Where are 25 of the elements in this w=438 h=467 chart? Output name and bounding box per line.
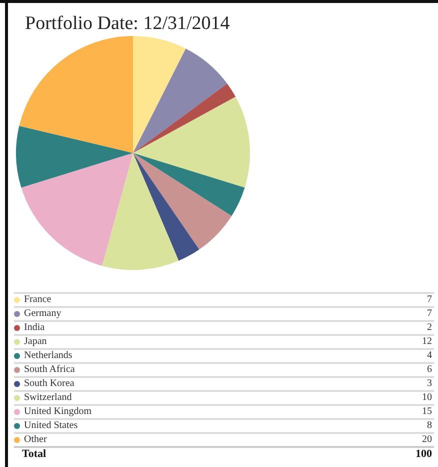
legend-label: India: [24, 322, 46, 334]
data-label: 12: [422, 336, 433, 348]
data-label: 3: [427, 378, 433, 390]
data-label: 2: [427, 322, 433, 334]
data-label: 6: [427, 364, 433, 376]
data-label: 4: [427, 350, 433, 362]
data-label: 20: [422, 434, 433, 446]
legend-label: Japan: [24, 336, 48, 348]
text: 100: [416, 448, 433, 461]
data-label: 8: [427, 420, 433, 432]
data-label: 10: [422, 392, 433, 404]
legend-label: United States: [24, 420, 79, 432]
text: Total: [21, 448, 48, 461]
legend-label: Netherlands: [24, 350, 74, 362]
legend-label: Other: [24, 434, 48, 446]
legend-label: South Korea: [24, 378, 76, 390]
chart-title: Portfolio Date: 12/31/2014: [25, 13, 230, 34]
data-label: 7: [427, 294, 433, 306]
data-label: 7: [427, 308, 433, 320]
legend-label: France: [24, 294, 52, 306]
legend-label: Switzerland: [24, 392, 73, 404]
legend-label: South Africa: [24, 364, 76, 376]
legend-label: Germany: [24, 308, 62, 320]
data-label: 15: [422, 406, 433, 418]
legend-label: United Kingdom: [24, 406, 92, 418]
